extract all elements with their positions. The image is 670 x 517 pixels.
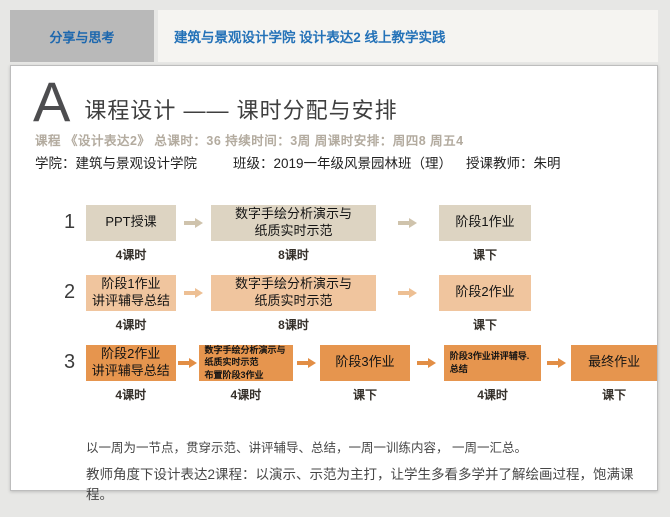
header-title: 建筑与景观设计学院 设计表达2 线上教学实践 (174, 30, 446, 45)
flow-row-3: 3 阶段2作业 讲评辅导总结 4课时 数字手绘分析演示与 纸质实时示范 布置阶段… (64, 344, 658, 403)
page: 分享与思考 建筑与景观设计学院 设计表达2 线上教学实践 A 课程设计 —— 课… (10, 10, 658, 502)
flow-row-2: 2 阶段1作业 讲评辅导总结 4课时 数字手绘分析演示与 纸质实时示范 8课时 … (64, 274, 657, 333)
flow-box-sublabel: 4课时 (115, 317, 147, 332)
top-bar: 分享与思考 建筑与景观设计学院 设计表达2 线上教学实践 (10, 10, 658, 62)
flow-box: 阶段2作业 讲评辅导总结 (85, 344, 176, 381)
tab-share-and-think[interactable]: 分享与思考 (10, 10, 154, 62)
flow-box-sublabel: 课下 (472, 247, 497, 262)
flow-step: 阶段1作业 讲评辅导总结 4课时 (86, 274, 176, 333)
flow-step: 阶段3作业 课下 (320, 344, 410, 403)
flow-step: 阶段2作业 课下 (439, 274, 531, 333)
arrow-cell (541, 345, 571, 381)
arrow-cell (376, 275, 439, 311)
flow-box: 最终作业 (571, 344, 658, 381)
flow-box-sublabel: 4课时 (477, 387, 508, 402)
header-title-bar: 建筑与景观设计学院 设计表达2 线上教学实践 (158, 10, 658, 62)
flow-box: 阶段1作业 (439, 204, 531, 241)
arrow-right-icon (398, 217, 417, 228)
flow-step: 阶段2作业 讲评辅导总结 4课时 (85, 344, 176, 403)
arrow-cell (410, 345, 444, 381)
arrow-right-icon (184, 287, 203, 298)
flow-box: PPT授课 (86, 204, 176, 241)
flow-box: 数字手绘分析演示与 纸质实时示范 (211, 274, 376, 311)
arrow-cell (176, 275, 211, 311)
arrow-right-icon (398, 287, 417, 298)
arrow-right-icon (184, 217, 203, 228)
arrow-cell (293, 345, 320, 381)
flow-step: PPT授课 4课时 (86, 204, 176, 263)
class-info-line: 学院：建筑与景观设计学院 班级：2019一年级风景园林班（理） 授课教师：朱明 (11, 152, 657, 172)
arrow-cell (176, 205, 211, 241)
slide-panel: A 课程设计 —— 课时分配与安排 课程 《设计表达2》 总课时：36 持续时间… (10, 65, 658, 502)
flow-box-sublabel: 4课时 (230, 387, 262, 402)
arrow-right-icon (417, 357, 437, 368)
flow-row-1: 1 PPT授课 4课时 数字手绘分析演示与 纸质实时示范 8课时 阶段1作业 (64, 204, 657, 263)
info-class: 班级：2019一年级风景园林班（理） (233, 155, 453, 171)
row-number: 2 (64, 281, 76, 304)
flow-box-sublabel: 4课时 (115, 387, 147, 402)
flow-box-sublabel: 8课时 (278, 247, 309, 262)
flow-chart: 1 PPT授课 4课时 数字手绘分析演示与 纸质实时示范 8课时 阶段1作业 (11, 204, 658, 403)
flow-step: 阶段3作业讲评辅导. 总结 4课时 (443, 344, 542, 403)
flow-box-sublabel: 课下 (352, 387, 377, 402)
flow-box: 阶段1作业 讲评辅导总结 (86, 274, 176, 311)
slide-title: 课程设计 —— 课时分配与安排 (84, 97, 398, 123)
row-number: 3 (64, 351, 76, 374)
flow-step: 阶段1作业 课下 (439, 204, 531, 263)
flow-box-sublabel: 课下 (602, 387, 627, 402)
flow-box-sublabel: 课下 (472, 317, 497, 332)
flow-box: 数字手绘分析演示与 纸质实时示范 布置阶段3作业 (198, 344, 294, 381)
flow-step: 数字手绘分析演示与 纸质实时示范 8课时 (211, 204, 376, 263)
flow-box: 阶段3作业 (320, 344, 410, 381)
arrow-right-icon (297, 357, 317, 368)
notes-block: 以一周为一节点，贯穿示范、讲评辅导、总结，一周一训练内容， 一周一汇总。 教师角… (11, 437, 657, 503)
flow-box-sublabel: 4课时 (115, 247, 147, 262)
flow-box: 阶段2作业 (439, 274, 531, 311)
course-meta-line: 课程 《设计表达2》 总课时：36 持续时间：3周 周课时安排：周四8 周五4 (35, 133, 464, 148)
flow-box: 阶段3作业讲评辅导. 总结 (443, 344, 542, 381)
title-block: A 课程设计 —— 课时分配与安排 (11, 66, 657, 133)
note-line-1: 以一周为一节点，贯穿示范、讲评辅导、总结，一周一训练内容， 一周一汇总。 (86, 440, 527, 455)
note-line-2: 教师角度下设计表达2课程：以演示、示范为主打，让学生多看多学并了解绘画过程，饱满… (86, 466, 634, 502)
arrow-right-icon (546, 357, 566, 368)
flow-box-sublabel: 8课时 (278, 317, 309, 332)
arrow-cell (376, 205, 439, 241)
flow-box: 数字手绘分析演示与 纸质实时示范 (211, 204, 376, 241)
info-school: 学院：建筑与景观设计学院 (35, 155, 197, 171)
arrow-cell (176, 345, 199, 381)
flow-step: 数字手绘分析演示与 纸质实时示范 布置阶段3作业 4课时 (198, 344, 294, 403)
flow-step: 最终作业 课下 (571, 344, 658, 403)
section-letter: A (33, 70, 71, 133)
row-number: 1 (64, 211, 76, 234)
info-teacher: 授课教师：朱明 (466, 155, 561, 171)
flow-step: 数字手绘分析演示与 纸质实时示范 8课时 (211, 274, 376, 333)
arrow-right-icon (177, 357, 197, 368)
